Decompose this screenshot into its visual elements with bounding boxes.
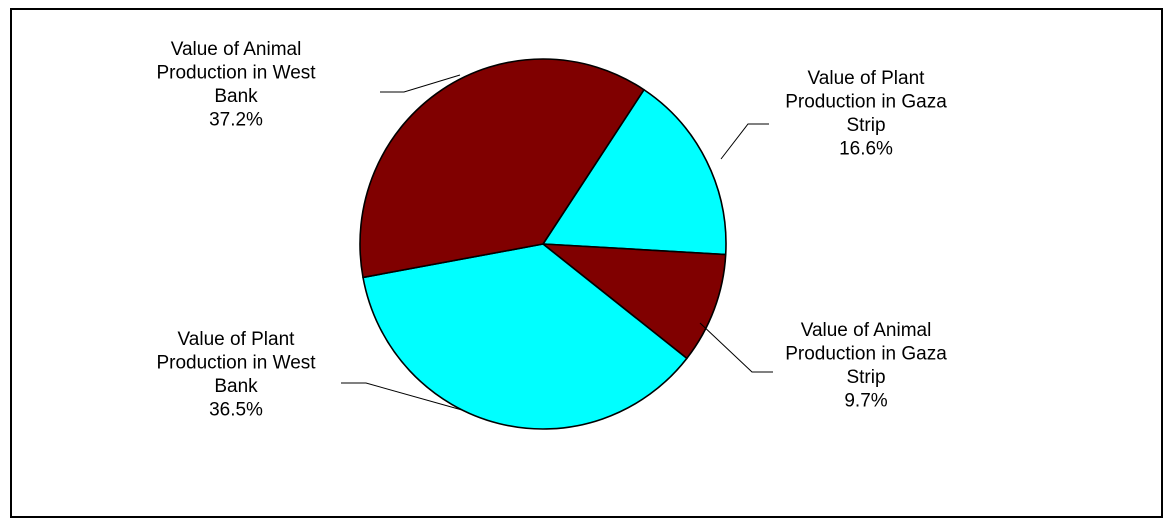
pie-slice-3 [362, 243, 688, 430]
slice-label-4: Value of Animal Production in West Bank 37.… [156, 39, 316, 131]
slice-category-label: Production in West [156, 353, 316, 374]
slice-label-3: Value of Plant Production in West Bank 36.5… [156, 329, 316, 421]
slice-percent-label: 36.5% [209, 400, 263, 421]
slice-percent-label: 37.2% [209, 110, 263, 131]
slice-category-label: Bank [214, 376, 258, 397]
leader-line-2 [699, 322, 773, 373]
slice-labels: Value of Plant Production in Gaza Strip 16.… [156, 39, 947, 421]
slice-category-label: Strip [846, 367, 885, 388]
slice-category-label: Production in Gaza [785, 92, 947, 113]
slice-category-label: Value of Plant [178, 329, 296, 350]
slice-label-2: Value of Animal Production in Gaza Strip 9.… [785, 320, 947, 412]
slice-category-label: Production in Gaza [785, 344, 947, 365]
slice-category-label: Production in West [156, 63, 316, 84]
slice-category-label: Strip [846, 115, 885, 136]
slice-category-label: Bank [214, 86, 258, 107]
pie-slice-1 [542, 88, 727, 256]
chart-frame [10, 8, 1163, 518]
leader-lines [341, 74, 773, 411]
slice-category-label: Value of Animal [801, 320, 932, 341]
slice-label-1: Value of Plant Production in Gaza Strip 16.… [785, 68, 947, 160]
slice-percent-label: 9.7% [844, 391, 887, 412]
leader-line-4 [380, 74, 461, 93]
pie-slice-2 [542, 243, 727, 360]
pie-slices [359, 58, 727, 430]
slice-percent-label: 16.6% [839, 139, 893, 160]
slice-category-label: Value of Animal [171, 39, 302, 60]
leader-line-3 [341, 382, 463, 411]
leader-line-1 [720, 123, 769, 160]
slice-category-label: Value of Plant [808, 68, 926, 89]
pie-slice-4 [359, 58, 645, 279]
